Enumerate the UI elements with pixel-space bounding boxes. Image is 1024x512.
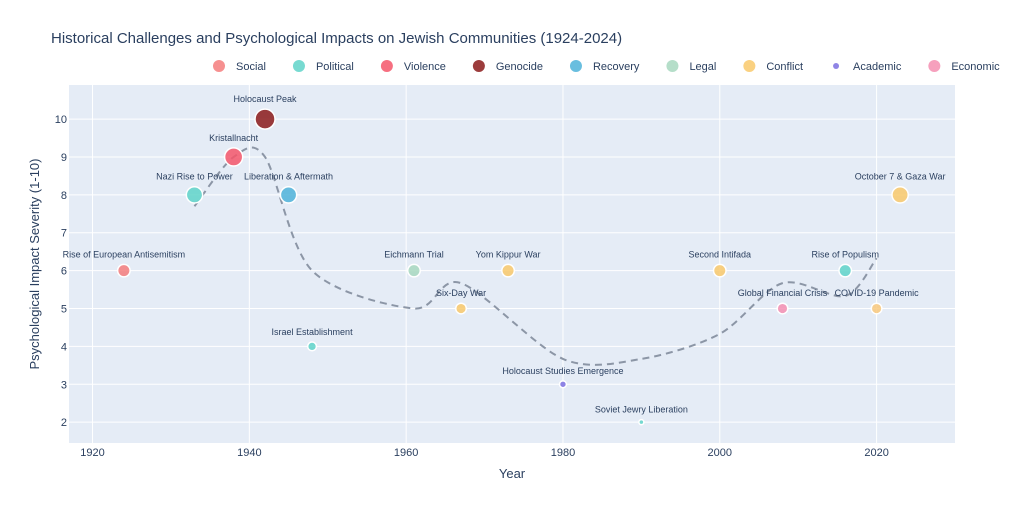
data-point[interactable]	[116, 263, 131, 278]
plot-area	[69, 85, 955, 443]
data-point[interactable]	[638, 418, 645, 426]
legend-marker	[666, 60, 679, 72]
y-tick-label: 4	[61, 341, 67, 353]
y-tick-label: 8	[61, 190, 67, 202]
point-label: COVID-19 Pandemic	[835, 288, 920, 298]
data-point[interactable]	[406, 263, 421, 278]
point-label: Holocaust Peak	[233, 94, 297, 104]
data-point[interactable]	[501, 263, 516, 278]
legend-item[interactable]: Recovery	[569, 60, 640, 73]
y-axis-title: Psychological Impact Severity (1-10)	[27, 159, 42, 370]
data-point[interactable]	[838, 263, 853, 278]
y-tick-label: 3	[61, 379, 67, 391]
legend-marker	[380, 60, 393, 72]
y-tick-label: 9	[61, 152, 67, 164]
legend-marker	[928, 60, 941, 72]
point-label: Rise of Populism	[811, 249, 879, 259]
x-tick-label: 1980	[551, 447, 575, 459]
point-label: Six-Day War	[436, 288, 486, 298]
data-point[interactable]	[891, 185, 909, 204]
data-points[interactable]	[116, 108, 909, 426]
x-axis-ticks: 1920 1940 1960 1980 2000 2020	[80, 447, 889, 459]
y-tick-label: 7	[61, 228, 67, 240]
legend-label: Violence	[404, 61, 446, 73]
legend-label: Recovery	[593, 61, 640, 73]
point-label: Holocaust Studies Emergence	[502, 366, 623, 376]
legend-marker	[472, 60, 485, 72]
point-label: Kristallnacht	[209, 133, 259, 143]
legend[interactable]: Social Political Violence Genocide Recovery L…	[213, 60, 1024, 73]
trend-line	[193, 146, 878, 366]
data-point[interactable]	[185, 185, 204, 204]
legend-label: Economic	[951, 61, 1000, 73]
data-point[interactable]	[558, 380, 568, 389]
legend-marker	[833, 63, 840, 69]
point-label: Eichmann Trial	[384, 249, 444, 259]
point-label: Second Intifada	[688, 249, 751, 259]
x-tick-label: 1960	[394, 447, 418, 459]
x-tick-label: 2000	[708, 447, 732, 459]
point-label: Liberation & Aftermath	[244, 172, 333, 182]
y-tick-label: 2	[61, 417, 67, 429]
point-label: Israel Establishment	[272, 327, 354, 337]
data-point[interactable]	[279, 185, 298, 204]
legend-label: Academic	[853, 61, 902, 73]
data-point[interactable]	[870, 302, 883, 315]
legend-item[interactable]: Economic	[928, 60, 1000, 73]
x-tick-label: 2020	[864, 447, 888, 459]
point-label: October 7 & Gaza War	[855, 172, 946, 182]
legend-label: Conflict	[766, 61, 803, 73]
y-tick-label: 10	[55, 114, 67, 126]
legend-item[interactable]: Genocide	[472, 60, 543, 73]
data-point[interactable]	[306, 341, 318, 352]
x-tick-label: 1940	[237, 447, 261, 459]
legend-label: Legal	[689, 61, 716, 73]
legend-marker	[292, 60, 305, 72]
grid	[69, 85, 955, 443]
chart-title: Historical Challenges and Psychological …	[51, 30, 622, 47]
legend-marker	[743, 60, 756, 72]
legend-item[interactable]: Violence	[380, 60, 446, 73]
data-point[interactable]	[223, 147, 244, 167]
point-label: Yom Kippur War	[476, 249, 541, 259]
legend-item[interactable]: Conflict	[743, 60, 803, 73]
legend-item[interactable]: Social	[213, 60, 266, 73]
data-point[interactable]	[776, 302, 789, 315]
data-point[interactable]	[454, 302, 468, 315]
y-tick-label: 5	[61, 304, 67, 316]
legend-marker	[213, 60, 225, 72]
legend-label: Genocide	[496, 61, 543, 73]
y-axis-ticks: 2 3 4 5 6 7 8 9 10	[55, 114, 67, 429]
legend-item[interactable]: Academic	[833, 61, 902, 73]
point-label: Global Financial Crisis	[738, 288, 828, 298]
x-tick-label: 1920	[80, 447, 104, 459]
point-label: Rise of European Antisemitism	[63, 249, 186, 259]
point-label: Nazi Rise to Power	[156, 172, 233, 182]
y-tick-label: 6	[61, 266, 67, 278]
legend-label: Political	[316, 61, 354, 73]
legend-marker	[569, 60, 582, 72]
legend-label: Social	[236, 61, 266, 73]
data-point[interactable]	[712, 263, 727, 278]
legend-item[interactable]: Political	[292, 60, 354, 73]
x-axis-title: Year	[499, 466, 526, 481]
data-point[interactable]	[254, 108, 276, 130]
legend-item[interactable]: Legal	[666, 60, 716, 73]
point-label: Soviet Jewry Liberation	[595, 405, 688, 415]
point-labels: Rise of European Antisemitism Nazi Rise t…	[63, 94, 946, 415]
